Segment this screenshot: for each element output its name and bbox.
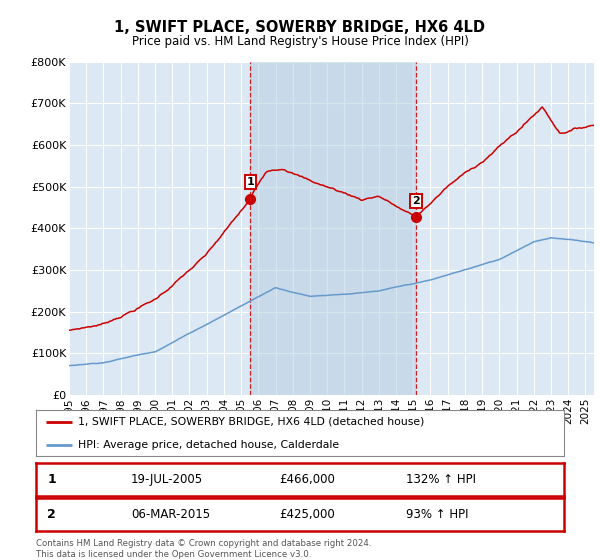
Text: 1, SWIFT PLACE, SOWERBY BRIDGE, HX6 4LD (detached house): 1, SWIFT PLACE, SOWERBY BRIDGE, HX6 4LD …	[78, 417, 425, 427]
Bar	[250, 62, 416, 395]
Text: Price paid vs. HM Land Registry's House Price Index (HPI): Price paid vs. HM Land Registry's House …	[131, 35, 469, 48]
Text: 1, SWIFT PLACE, SOWERBY BRIDGE, HX6 4LD: 1, SWIFT PLACE, SOWERBY BRIDGE, HX6 4LD	[115, 20, 485, 35]
Text: 2: 2	[47, 508, 56, 521]
Text: 1: 1	[47, 473, 56, 486]
Text: 1: 1	[247, 178, 254, 188]
Text: Contains HM Land Registry data © Crown copyright and database right 2024.
This d: Contains HM Land Registry data © Crown c…	[36, 539, 371, 559]
Text: 2: 2	[412, 196, 420, 206]
Text: 132% ↑ HPI: 132% ↑ HPI	[406, 473, 476, 486]
Text: 19-JUL-2005: 19-JUL-2005	[131, 473, 203, 486]
Text: £425,000: £425,000	[279, 508, 335, 521]
Text: £466,000: £466,000	[279, 473, 335, 486]
Text: 93% ↑ HPI: 93% ↑ HPI	[406, 508, 468, 521]
Text: 06-MAR-2015: 06-MAR-2015	[131, 508, 210, 521]
Text: HPI: Average price, detached house, Calderdale: HPI: Average price, detached house, Cald…	[78, 440, 340, 450]
